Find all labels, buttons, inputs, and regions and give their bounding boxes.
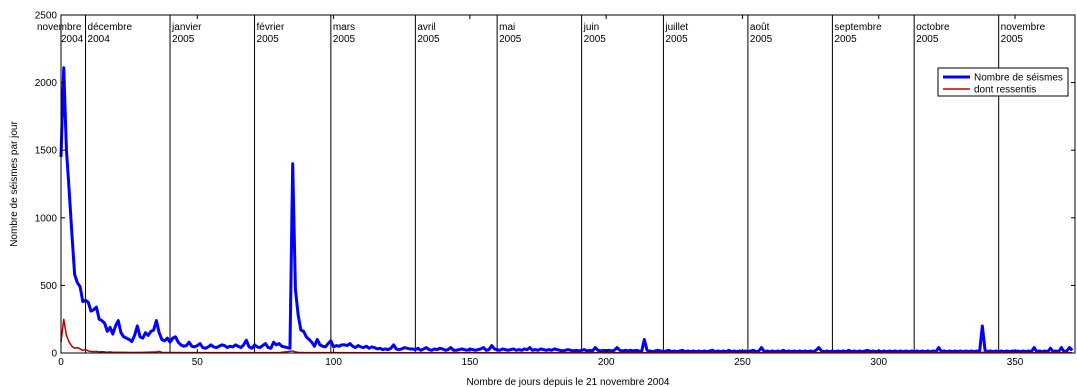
month-label-11: novembre (1001, 22, 1046, 33)
month-label-year-3: 2005 (333, 34, 356, 45)
month-lines (85, 15, 1000, 353)
month-label-year-0: 2004 (88, 34, 111, 45)
month-labels: novembre2004décembre2004janvier2005févri… (37, 22, 1046, 45)
month-label-year-1: 2005 (172, 34, 195, 45)
month-label-5: mai (499, 22, 515, 33)
month-label-2: février (257, 22, 285, 33)
x-tick-label-3: 150 (462, 357, 479, 368)
x-axis-title: Nombre de jours depuis le 21 novembre 20… (467, 377, 670, 387)
x-tick-label-0: 0 (58, 357, 64, 368)
month-label-year-5: 2005 (499, 34, 522, 45)
month-label-year-4: 2005 (417, 34, 440, 45)
month-label-start-year: 2004 (61, 34, 84, 45)
y-tick-label-4: 2000 (35, 78, 58, 89)
month-label-3: mars (333, 22, 355, 33)
x-tick-label-7: 350 (1007, 357, 1024, 368)
y-tick-label-3: 1500 (35, 146, 58, 157)
month-label-9: septembre (834, 22, 882, 33)
legend-label-ressentis: dont ressentis (974, 85, 1036, 96)
y-tick-label-0: 0 (51, 349, 57, 360)
legend-label-seismes: Nombre de séismes (974, 73, 1063, 84)
x-tick-label-2: 100 (325, 357, 342, 368)
legend: Nombre de séismes dont ressentis (937, 67, 1069, 97)
month-label-year-7: 2005 (665, 34, 688, 45)
x-tick-label-1: 50 (192, 357, 204, 368)
month-label-6: juin (583, 22, 600, 33)
month-label-0: décembre (88, 22, 133, 33)
series-line-0 (59, 66, 1074, 354)
month-label-start: novembre (37, 22, 82, 33)
month-label-year-11: 2005 (1001, 34, 1024, 45)
month-label-year-6: 2005 (584, 34, 607, 45)
y-tick-label-5: 2500 (35, 11, 58, 22)
month-label-year-9: 2005 (834, 34, 857, 45)
x-tick-label-6: 300 (870, 357, 887, 368)
y-axis-title: Nombre de séismes par jour (9, 121, 20, 247)
month-label-year-2: 2005 (257, 34, 280, 45)
y-tick-label-1: 500 (40, 281, 57, 292)
x-tick-label-4: 200 (598, 357, 615, 368)
month-label-4: avril (417, 22, 435, 33)
plot-frame (60, 14, 1076, 354)
x-tick-label-5: 250 (734, 357, 751, 368)
month-label-10: octobre (916, 22, 950, 33)
series-layer (59, 66, 1074, 354)
x-axis: 0 50 100 150 200 250 300 350 (58, 15, 1024, 368)
month-label-year-8: 2005 (750, 34, 773, 45)
month-label-1: janvier (171, 22, 202, 33)
legend-box (937, 67, 1069, 97)
y-axis: 0 500 1000 1500 2000 2500 (35, 11, 1075, 360)
month-label-7: juillet (664, 22, 688, 33)
y-tick-label-2: 1000 (35, 213, 58, 224)
month-label-year-10: 2005 (916, 34, 939, 45)
month-label-8: août (750, 22, 770, 33)
